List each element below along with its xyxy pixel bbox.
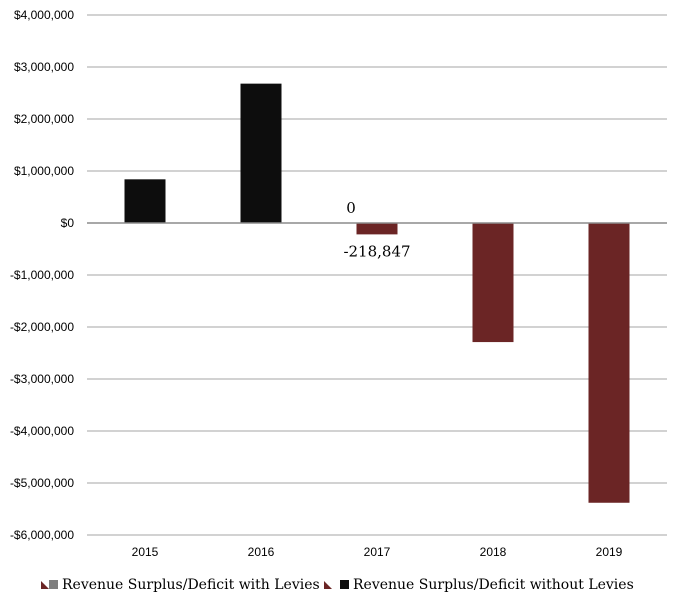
- bar-2018-series-0: [473, 223, 514, 342]
- legend-marker-series-0: [41, 580, 58, 589]
- y-tick-label: $0: [61, 216, 75, 230]
- x-tick-label: 2018: [480, 545, 507, 559]
- data-label: -218,847: [343, 242, 410, 260]
- x-tick-label: 2015: [132, 545, 159, 559]
- y-tick-label: $1,000,000: [14, 164, 74, 178]
- bar-2019-series-0: [589, 223, 630, 503]
- y-tick-label: $2,000,000: [14, 112, 74, 126]
- legend-label-series-0: Revenue Surplus/Deficit with Levies: [62, 577, 320, 593]
- y-axis-ticks: $4,000,000 $3,000,000 $2,000,000 $1,000,000…: [10, 8, 74, 542]
- y-tick-label: -$3,000,000: [10, 372, 74, 386]
- legend-label-series-1: Revenue Surplus/Deficit without Levies: [353, 577, 634, 593]
- y-tick-label: -$4,000,000: [10, 424, 74, 438]
- x-tick-label: 2016: [248, 545, 275, 559]
- y-tick-label: -$6,000,000: [10, 528, 74, 542]
- x-tick-label: 2017: [364, 545, 391, 559]
- bar-2017-series-0: [357, 223, 398, 234]
- y-tick-label: -$5,000,000: [10, 476, 74, 490]
- bar-2015-series-1: [125, 179, 166, 223]
- y-tick-label: $3,000,000: [14, 60, 74, 74]
- x-tick-label: 2019: [596, 545, 623, 559]
- bar-2016-series-1: [241, 84, 282, 223]
- legend-marker-series-1: [324, 580, 349, 589]
- gridlines: [87, 15, 667, 535]
- bars: [125, 84, 630, 503]
- data-label: 0: [346, 199, 356, 217]
- y-tick-label: -$2,000,000: [10, 320, 74, 334]
- y-tick-label: -$1,000,000: [10, 268, 74, 282]
- legend: Revenue Surplus/Deficit with Levies Reven…: [41, 577, 634, 593]
- x-axis-ticks: 2015 2016 2017 2018 2019: [132, 545, 623, 559]
- y-tick-label: $4,000,000: [14, 8, 74, 22]
